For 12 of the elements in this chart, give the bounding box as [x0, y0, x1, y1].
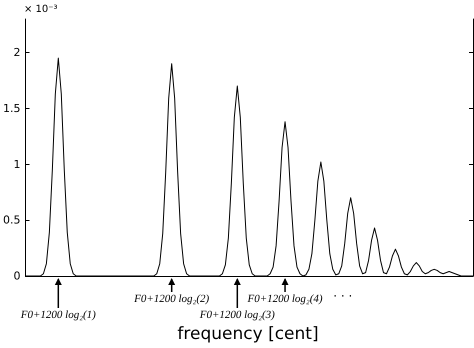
- text: · · ·: [333, 289, 352, 303]
- x-axis-title: frequency [cent]: [177, 324, 319, 344]
- y-tick-label: 0: [13, 270, 20, 282]
- text: F0+1200 log₂(4): [246, 293, 323, 305]
- text: F0+1200 log₂(2): [133, 293, 210, 305]
- y-tick-label: 1.5: [2, 102, 20, 115]
- text: F0+1200 log₂(1): [20, 309, 96, 321]
- text: × 10⁻³: [24, 4, 58, 15]
- text: F0+1200 log₂(3): [198, 309, 276, 321]
- y-tick-label: 2: [13, 46, 20, 60]
- y-tick-label: 0.5: [2, 214, 20, 227]
- y-tick-label: 1: [13, 158, 20, 171]
